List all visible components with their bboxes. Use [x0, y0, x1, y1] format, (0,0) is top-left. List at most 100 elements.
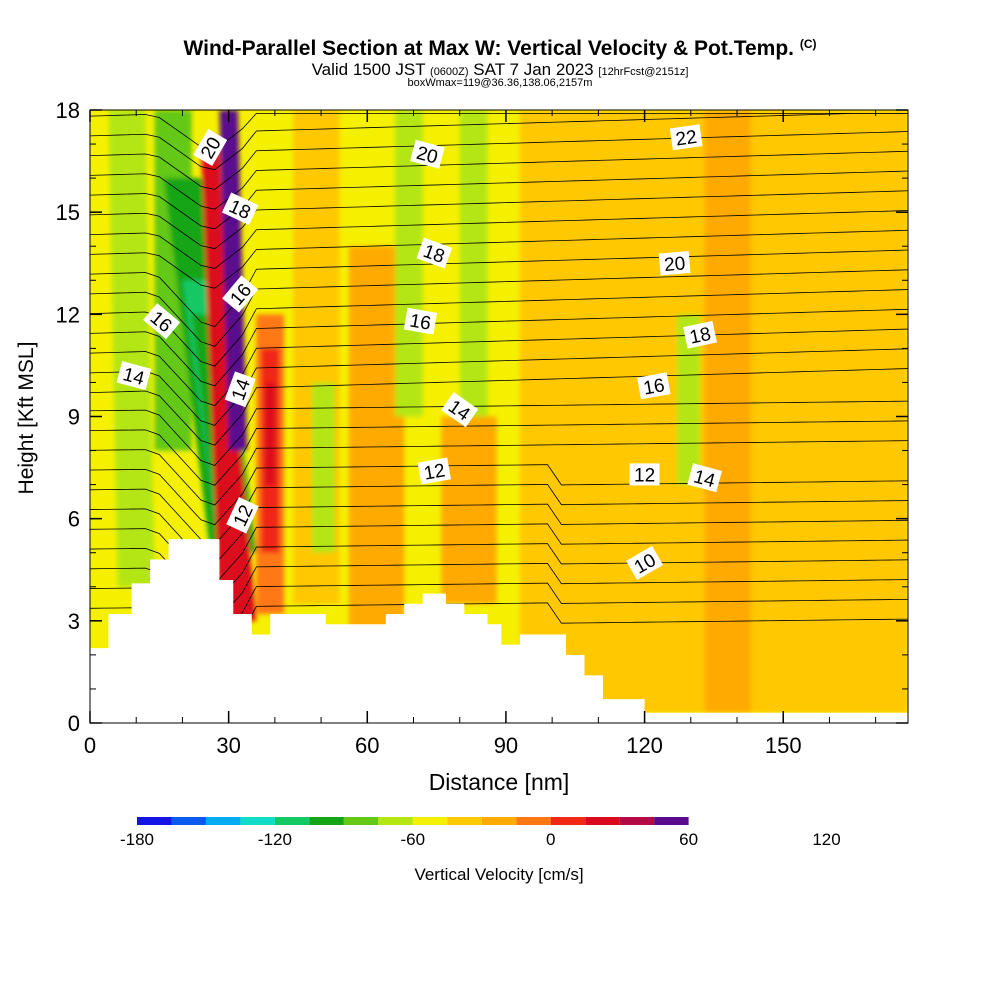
colorbar-swatch — [654, 817, 689, 825]
velocity-band — [783, 178, 867, 713]
isentrope-line — [90, 368, 908, 446]
isentrope-line — [90, 190, 908, 250]
isentrope-label: 20 — [658, 250, 691, 276]
colorbar-swatch — [378, 817, 413, 825]
x-axis: 0 30 60 90 120 150 — [84, 110, 877, 758]
isentrope-label-text: 12 — [634, 465, 655, 486]
isentrope-line — [90, 289, 908, 367]
chart-title: Wind-Parallel Section at Max W: Vertical… — [0, 37, 1000, 61]
isentrope-label-box — [221, 192, 259, 226]
x-tick-label: 150 — [765, 733, 802, 758]
isentrope-line — [90, 440, 908, 506]
isentrope-label-box — [224, 371, 256, 408]
isentrope-line — [90, 229, 908, 289]
isentrope-label-text: 12 — [422, 460, 446, 484]
y-axis: 0 3 6 9 12 15 18 — [56, 98, 908, 736]
isentrope-line — [90, 308, 908, 387]
velocity-band — [704, 110, 751, 713]
colorbar-swatch — [343, 817, 379, 825]
isentrope-line — [90, 131, 908, 190]
isentrope-label: 12 — [629, 463, 660, 486]
isentrope-line — [90, 400, 908, 466]
isentrope-line — [90, 328, 908, 407]
isentrope-label: 14 — [224, 371, 256, 408]
colorbar-swatch — [171, 817, 206, 825]
y-tick-label: 9 — [68, 405, 80, 430]
title-main: Wind-Parallel Section at Max W: Vertical… — [183, 37, 794, 60]
x-tick-label: 0 — [84, 733, 96, 758]
velocity-band — [265, 382, 275, 485]
isentrope-label-box — [417, 457, 451, 485]
isentrope-label: 14 — [116, 361, 152, 391]
colorbar-swatch — [205, 817, 241, 825]
colorbar-swatch — [137, 817, 172, 825]
isentrope-line — [90, 523, 908, 585]
isentrope-line — [90, 348, 908, 426]
colorbar-swatch — [481, 817, 517, 825]
isentropes — [90, 113, 908, 664]
isentrope-label-box — [403, 307, 438, 335]
isentrope-label: 12 — [417, 457, 451, 485]
copyright-mark: (C) — [799, 37, 817, 51]
velocity-band — [219, 110, 248, 451]
forecast-info: [12hrFcst@2151z] — [598, 66, 689, 78]
colorbar-tick-label: 0 — [546, 830, 555, 849]
isentrope-label-box — [658, 250, 691, 276]
colorbar-swatch — [447, 817, 482, 825]
colorbar-label: Vertical Velocity [cm/s] — [414, 865, 583, 884]
isentrope-line — [90, 269, 908, 347]
isentrope-line — [90, 210, 908, 269]
isentrope-line — [90, 503, 908, 565]
velocity-band — [676, 314, 701, 485]
box-wmax-line: boxWmax=119@36.36,138.06,2157m — [407, 77, 593, 89]
colorbar: -180 -120 -60 0 60 120 — [120, 817, 841, 849]
terrain — [90, 539, 908, 723]
colorbar-swatch — [309, 817, 344, 825]
x-tick-label: 120 — [626, 733, 663, 758]
colorbar-tick-label: 60 — [679, 830, 698, 849]
isentrope-label-box — [626, 545, 664, 580]
isentrope-line — [90, 249, 908, 328]
isentrope-label-box — [193, 128, 228, 166]
velocity-band — [395, 110, 423, 417]
colorbar-swatch — [619, 817, 655, 825]
utc-time: (0600Z) — [430, 66, 469, 78]
velocity-band — [441, 416, 497, 604]
isentrope-label-box — [683, 320, 717, 349]
valid-time-line: Valid 1500 JST (0600Z) SAT 7 Jan 2023 [1… — [0, 60, 1000, 80]
colorbar-swatch — [585, 817, 620, 825]
y-tick-label: 3 — [68, 609, 80, 634]
x-tick-label: 90 — [494, 733, 518, 758]
colorbar-swatch — [412, 817, 448, 825]
y-tick-label: 0 — [68, 711, 80, 736]
y-tick-label: 18 — [56, 98, 80, 123]
isentrope-label: 22 — [669, 124, 703, 151]
isentrope-label-box — [222, 275, 259, 313]
isentrope-label-box — [410, 139, 445, 169]
isentrope-label-box — [637, 372, 671, 400]
velocity-band — [108, 110, 155, 587]
isentrope-label-box — [687, 463, 722, 493]
isentrope-label-box — [143, 303, 181, 340]
velocity-band — [210, 314, 257, 621]
colorbar-tick-label: -120 — [258, 830, 292, 849]
isentrope-label-text: 20 — [663, 253, 686, 276]
colorbar-tick-label: -60 — [401, 830, 426, 849]
isentrope-label-box — [116, 361, 152, 391]
y-tick-label: 6 — [68, 507, 80, 532]
colorbar-swatch — [550, 817, 586, 825]
y-axis-label: Height [Kft MSL] — [15, 342, 38, 495]
isentrope-label-text: 18 — [688, 324, 713, 349]
colorbar-tick-label: -180 — [120, 830, 154, 849]
colorbar-tick-label: 120 — [812, 830, 840, 849]
isentrope-line — [90, 113, 908, 171]
isentrope-label: 14 — [687, 463, 722, 493]
isentrope-label-box — [226, 497, 259, 534]
isentrope-line — [90, 420, 908, 486]
colorbar-swatch — [516, 817, 551, 825]
isentrope-label-box — [416, 237, 453, 269]
isentrope-label: 16 — [403, 307, 438, 335]
isentrope-label-text: 16 — [408, 310, 432, 334]
